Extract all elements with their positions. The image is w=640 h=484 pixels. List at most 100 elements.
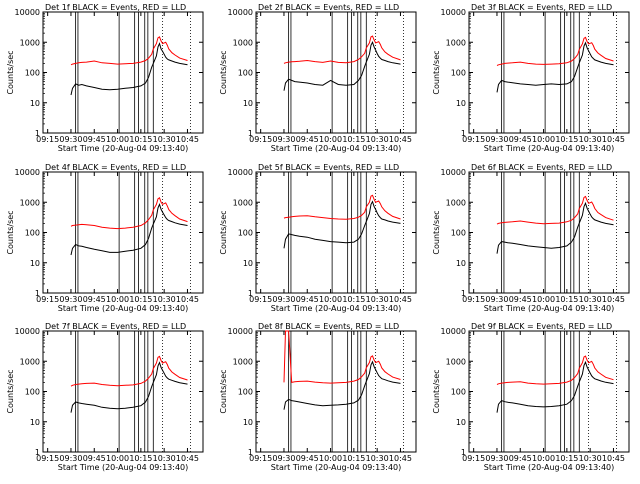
x-tick-label: 10:00 xyxy=(106,295,129,304)
x-tick-label: 09:15 xyxy=(462,295,485,304)
y-tick-label: 100 xyxy=(238,229,253,238)
lld-series-line xyxy=(496,355,614,385)
lld-series-line xyxy=(70,355,188,387)
x-tick-label: 09:15 xyxy=(462,135,485,144)
y-tick-label: 100 xyxy=(25,229,40,238)
x-tick-label: 10:15 xyxy=(342,135,365,144)
x-tick-label: 09:30 xyxy=(59,295,82,304)
y-tick-label: 10 xyxy=(243,99,253,108)
events-series-line xyxy=(283,360,401,410)
panel-5: Det 5f BLACK = Events, RED = LLD 1 10 100 10… xyxy=(219,163,417,313)
y-tick-label: 10 xyxy=(30,99,40,108)
y-axis-label: Counts/sec xyxy=(219,50,228,94)
panel-4: Det 4f BLACK = Events, RED = LLD 1 10 100 10… xyxy=(6,163,204,313)
y-tick-label: 1 xyxy=(461,289,466,298)
panel-title: Det 5f BLACK = Events, RED = LLD xyxy=(258,163,399,172)
panel-1: Det 1f BLACK = Events, RED = LLD 1 10 100 10… xyxy=(6,3,204,153)
x-tick-label: 09:45 xyxy=(509,135,532,144)
x-tick-label: 10:15 xyxy=(555,135,578,144)
y-tick-label: 100 xyxy=(25,388,40,397)
panel-title: Det 8f BLACK = Events, RED = LLD xyxy=(258,322,399,331)
panel-title: Det 9f BLACK = Events, RED = LLD xyxy=(471,322,612,331)
y-tick-label: 100 xyxy=(238,388,253,397)
x-tick-label: 10:00 xyxy=(532,454,555,463)
x-tick-label: 09:45 xyxy=(83,454,106,463)
x-tick-label: 10:45 xyxy=(602,295,625,304)
x-tick-label: 10:45 xyxy=(176,135,199,144)
y-tick-label: 1000 xyxy=(446,38,466,47)
y-tick-label: 1 xyxy=(461,129,466,138)
x-tick-label: 10:15 xyxy=(129,135,152,144)
x-tick-label: 10:00 xyxy=(319,295,342,304)
y-tick-label: 1000 xyxy=(233,198,253,207)
y-tick-label: 10 xyxy=(456,418,466,427)
x-tick-label: 10:30 xyxy=(153,454,176,463)
x-tick-label: 10:15 xyxy=(342,454,365,463)
x-tick-label: 10:15 xyxy=(555,454,578,463)
x-tick-label: 09:45 xyxy=(296,135,319,144)
events-series-line xyxy=(496,41,614,93)
lld-series-line xyxy=(70,197,188,230)
panel-7: Det 7f BLACK = Events, RED = LLD 1 10 100 10… xyxy=(6,322,204,472)
panel-3: Det 3f BLACK = Events, RED = LLD 1 10 100 10… xyxy=(432,3,630,153)
y-tick-label: 10000 xyxy=(228,327,253,336)
y-tick-label: 100 xyxy=(451,69,466,78)
x-tick-label: 09:30 xyxy=(272,295,295,304)
x-tick-label: 09:15 xyxy=(36,135,59,144)
plot-frame xyxy=(42,11,204,134)
x-axis-label: Start Time (20-Aug-04 09:13:40) xyxy=(58,144,189,153)
y-tick-label: 1000 xyxy=(20,38,40,47)
panel-2: Det 2f BLACK = Events, RED = LLD 1 10 100 10… xyxy=(219,3,417,153)
x-tick-label: 09:30 xyxy=(485,135,508,144)
x-tick-label: 10:45 xyxy=(389,295,412,304)
x-axis-label: Start Time (20-Aug-04 09:13:40) xyxy=(271,463,402,472)
y-tick-label: 1000 xyxy=(446,357,466,366)
y-tick-label: 10 xyxy=(30,259,40,268)
x-tick-label: 10:00 xyxy=(319,135,342,144)
plot-frame xyxy=(42,330,204,453)
lld-series-line xyxy=(283,35,401,64)
plot-frame xyxy=(255,171,417,294)
y-axis-label: Counts/sec xyxy=(6,369,15,413)
panel-title: Det 2f BLACK = Events, RED = LLD xyxy=(258,3,399,12)
y-axis-label: Counts/sec xyxy=(432,210,441,254)
x-tick-label: 10:45 xyxy=(389,135,412,144)
x-tick-label: 10:00 xyxy=(106,135,129,144)
panel-title: Det 6f BLACK = Events, RED = LLD xyxy=(471,163,612,172)
lld-series-line xyxy=(496,36,614,66)
x-tick-label: 10:45 xyxy=(389,454,412,463)
x-tick-label: 10:00 xyxy=(532,135,555,144)
y-tick-label: 10000 xyxy=(441,327,466,336)
x-tick-label: 10:45 xyxy=(602,135,625,144)
x-tick-label: 09:15 xyxy=(249,454,272,463)
x-tick-label: 10:30 xyxy=(366,454,389,463)
y-tick-label: 100 xyxy=(451,229,466,238)
x-tick-label: 10:30 xyxy=(579,135,602,144)
x-axis-label: Start Time (20-Aug-04 09:13:40) xyxy=(484,304,615,313)
lld-series-line xyxy=(70,36,188,66)
x-axis-label: Start Time (20-Aug-04 09:13:40) xyxy=(484,463,615,472)
y-tick-label: 1 xyxy=(35,448,40,457)
x-axis-label: Start Time (20-Aug-04 09:13:40) xyxy=(271,304,402,313)
x-tick-label: 09:30 xyxy=(59,135,82,144)
x-axis-label: Start Time (20-Aug-04 09:13:40) xyxy=(58,463,189,472)
y-tick-label: 1000 xyxy=(20,198,40,207)
x-tick-label: 10:30 xyxy=(153,295,176,304)
x-axis-label: Start Time (20-Aug-04 09:13:40) xyxy=(271,144,402,153)
y-tick-label: 10000 xyxy=(15,327,40,336)
x-axis-label: Start Time (20-Aug-04 09:13:40) xyxy=(58,304,189,313)
y-tick-label: 1000 xyxy=(233,357,253,366)
y-tick-label: 10 xyxy=(243,418,253,427)
x-tick-label: 10:00 xyxy=(532,295,555,304)
lld-series-line xyxy=(496,195,614,225)
x-tick-label: 09:15 xyxy=(249,295,272,304)
y-tick-label: 1000 xyxy=(446,198,466,207)
y-tick-label: 1000 xyxy=(233,38,253,47)
x-tick-label: 10:45 xyxy=(176,454,199,463)
events-series-line xyxy=(70,42,188,96)
y-tick-label: 1 xyxy=(35,289,40,298)
events-series-line xyxy=(70,202,188,256)
panel-6: Det 6f BLACK = Events, RED = LLD 1 10 100 10… xyxy=(432,163,630,313)
panel-title: Det 7f BLACK = Events, RED = LLD xyxy=(45,322,186,331)
